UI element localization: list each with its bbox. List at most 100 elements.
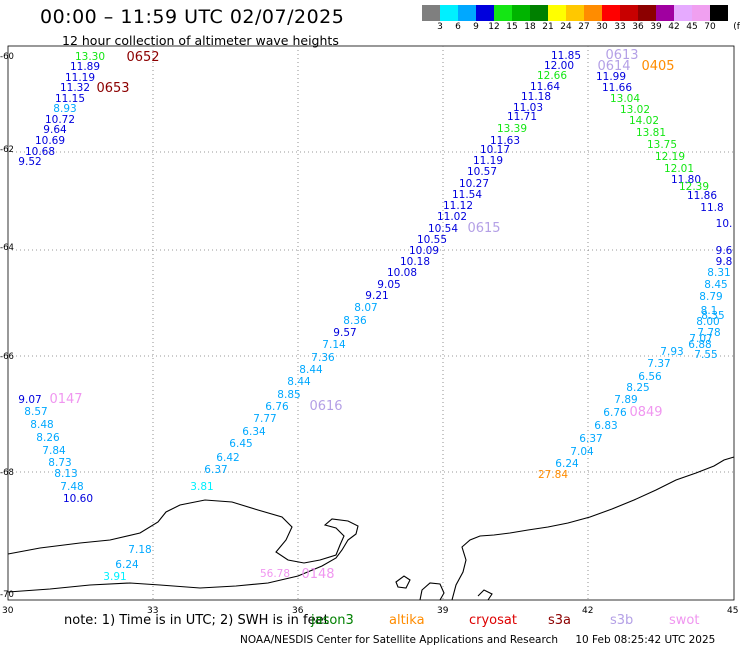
wave-height-value: 8.44 bbox=[287, 376, 311, 388]
wave-height-value: 7.37 bbox=[647, 358, 670, 370]
credit-text: NOAA/NESDIS Center for Satellite Applica… bbox=[240, 634, 558, 646]
wave-height-value: 12.00 bbox=[544, 60, 574, 72]
wave-height-value: 8.73 bbox=[48, 457, 71, 469]
pass-time-label: 0405 bbox=[641, 59, 674, 74]
lat-label-68: -68 bbox=[0, 468, 14, 478]
wave-height-value: 7.48 bbox=[60, 481, 83, 493]
wave-height-value: 11.8 bbox=[700, 202, 723, 214]
wave-height-value: 6.24 bbox=[115, 559, 139, 571]
wave-height-value: 7.93 bbox=[660, 346, 683, 358]
wave-height-value: 7.77 bbox=[253, 413, 276, 425]
wave-height-value: 8.07 bbox=[354, 302, 377, 314]
track-d: 3.816.376.426.456.347.776.768.858.448.44… bbox=[190, 50, 581, 493]
wave-height-value: 9.21 bbox=[365, 290, 388, 302]
pass-time-label: 0652 bbox=[126, 50, 159, 65]
wave-height-value: 8.00 bbox=[696, 316, 719, 328]
pass-time-label: 0613 bbox=[605, 48, 638, 63]
satellite-legend-swot: swot bbox=[669, 613, 700, 628]
wave-height-value: 11.19 bbox=[65, 72, 95, 84]
wave-height-value: 11.66 bbox=[602, 82, 632, 94]
color-swatch bbox=[620, 5, 638, 21]
color-scale-tick: 45 bbox=[686, 22, 698, 32]
wave-height-value: 8.45 bbox=[704, 279, 727, 291]
lon-label-45: 45 bbox=[727, 606, 738, 616]
wave-height-value: 6.42 bbox=[216, 452, 239, 464]
wave-height-value: 7.78 bbox=[697, 327, 720, 339]
lat-label-66: -66 bbox=[0, 352, 14, 362]
wave-height-value: 11.18 bbox=[521, 91, 551, 103]
track-c: 7.18 6.243.91 bbox=[103, 544, 151, 583]
wave-height-value: 8.35 bbox=[701, 310, 724, 322]
color-scale-tick: 15 bbox=[506, 22, 518, 32]
satellite-legend-s3b: s3b bbox=[610, 613, 634, 628]
wave-height-value: 7.18 bbox=[128, 544, 151, 556]
wave-height-value: 10. bbox=[716, 218, 733, 230]
wave-height-value: 10.09 bbox=[409, 245, 439, 257]
wave-height-value: 11.86 bbox=[687, 190, 717, 202]
color-scale-tick: 12 bbox=[488, 22, 500, 32]
wave-height-value: 11.03 bbox=[513, 102, 543, 114]
color-swatch bbox=[638, 5, 656, 21]
color-scale-tick: 9 bbox=[473, 22, 479, 32]
color-scale-tick: 21 bbox=[542, 22, 554, 32]
wave-height-value: 11.12 bbox=[443, 200, 473, 212]
wave-height-value: 7.55 bbox=[694, 349, 717, 361]
wave-height-value: 8.25 bbox=[626, 382, 649, 394]
lon-label-33: 33 bbox=[147, 606, 158, 616]
wave-height-value: 11.54 bbox=[452, 189, 482, 201]
wave-height-value: 14.02 bbox=[629, 115, 659, 127]
wave-height-value: 10.08 bbox=[387, 267, 417, 279]
color-swatch bbox=[530, 5, 548, 21]
wave-height-value: 13.39 bbox=[497, 123, 527, 135]
wave-height-value: 7.14 bbox=[322, 339, 346, 351]
wave-height-value: 10.57 bbox=[467, 166, 497, 178]
wave-height-value: 6.34 bbox=[242, 426, 266, 438]
lat-label-64: -64 bbox=[0, 243, 14, 253]
lat-label-62: -62 bbox=[0, 145, 14, 155]
wave-height-value: 11.15 bbox=[55, 93, 85, 105]
track-g: 56.78 bbox=[260, 568, 290, 580]
lat-label-60: -60 bbox=[0, 52, 14, 62]
color-scale-tick: 33 bbox=[614, 22, 626, 32]
color-scale-tick: 30 bbox=[596, 22, 608, 32]
wave-height-value: 11.64 bbox=[530, 81, 560, 93]
lat-label-70: -70 bbox=[0, 590, 14, 600]
wave-height-value: 3.91 bbox=[103, 571, 126, 583]
track-a: 13.3011.8911.1911.3211.158.9310.729.6410… bbox=[18, 51, 105, 168]
color-scale-tick: 18 bbox=[524, 22, 536, 32]
wave-height-value: 9.05 bbox=[377, 279, 400, 291]
lon-label-30: 30 bbox=[2, 606, 14, 616]
wave-height-value: 12.66 bbox=[537, 70, 567, 82]
pass-time-label: 0614 bbox=[597, 59, 630, 74]
wave-height-value: 9.8 bbox=[716, 256, 733, 268]
wave-height-value: 11.80 bbox=[671, 174, 701, 186]
wave-height-value: 9.64 bbox=[43, 124, 67, 136]
track-e: 11.9911.6613.0413.0214.0213.8113.7512.19… bbox=[596, 71, 733, 361]
wave-height-value: 11.02 bbox=[437, 211, 467, 223]
generation-timestamp: 10 Feb 08:25:42 UTC 2025 bbox=[575, 634, 716, 646]
wave-height-value: 11.89 bbox=[70, 61, 100, 73]
note-text: note: 1) Time is in UTC; 2) SWH is in fe… bbox=[64, 613, 329, 628]
color-swatch bbox=[458, 5, 476, 21]
wave-height-value: 8.57 bbox=[24, 406, 47, 418]
color-scale-tick: 39 bbox=[650, 22, 662, 32]
color-swatch bbox=[692, 5, 710, 21]
wave-height-value: 10.18 bbox=[400, 256, 430, 268]
wave-height-value: 11.85 bbox=[551, 50, 581, 62]
wave-height-value: 6.76 bbox=[603, 407, 627, 419]
color-scale-tick: 3 bbox=[437, 22, 443, 32]
color-scale-tick: 24 bbox=[560, 22, 572, 32]
wave-height-value: 10.68 bbox=[25, 146, 55, 158]
wave-height-value: 7.89 bbox=[614, 394, 637, 406]
wave-height-value: 3.81 bbox=[190, 481, 213, 493]
lon-label-36: 36 bbox=[292, 606, 304, 616]
color-swatch bbox=[494, 5, 512, 21]
wave-height-value: 8.93 bbox=[53, 103, 76, 115]
wave-height-value: 11.32 bbox=[60, 82, 90, 94]
pass-time-label: 0849 bbox=[629, 405, 662, 420]
wave-height-value: 6.24 bbox=[555, 458, 579, 470]
wave-height-value: 13.75 bbox=[647, 139, 677, 151]
pass-time-label: 0148 bbox=[301, 567, 334, 582]
wave-height-value: 6.76 bbox=[265, 401, 289, 413]
page-subtitle: 12 hour collection of altimeter wave hei… bbox=[62, 33, 339, 48]
